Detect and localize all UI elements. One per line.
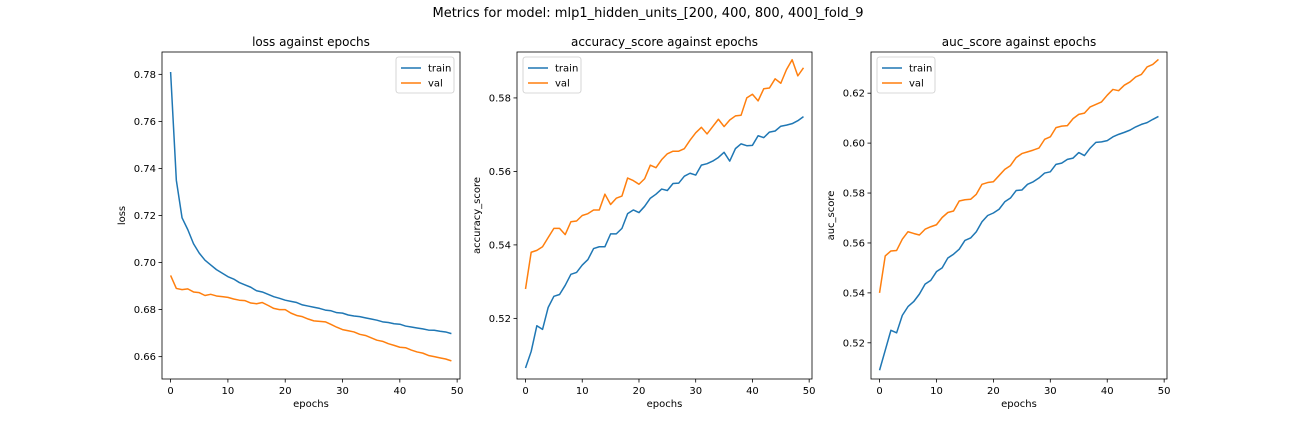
y-tick-label: 0.66 bbox=[134, 352, 156, 363]
x-tick-label: 20 bbox=[987, 386, 1000, 397]
x-tick-label: 40 bbox=[393, 386, 406, 397]
y-tick-label: 0.56 bbox=[843, 238, 865, 249]
figure-title: Metrics for model: mlp1_hidden_units_[20… bbox=[432, 6, 864, 21]
x-tick-label: 30 bbox=[1044, 386, 1057, 397]
y-tick-label: 0.52 bbox=[489, 314, 511, 325]
y-tick-label: 0.56 bbox=[489, 167, 511, 178]
series-line-train bbox=[169, 71, 452, 335]
legend-box bbox=[876, 56, 936, 94]
y-tick-label: 0.60 bbox=[843, 139, 865, 150]
chart-panel-1: 0 10 20 30 40 50 0.66 0.68 0.70 0.72 0.74 0.76 0.78 l… bbox=[117, 35, 464, 410]
series-line-val bbox=[169, 275, 452, 362]
chart-panel-2: 0 10 20 30 40 50 0.52 0.54 0.56 0.58 accuracy_scor… bbox=[472, 35, 816, 410]
legend-box bbox=[395, 56, 455, 94]
axes-frame bbox=[516, 51, 813, 380]
y-axis-label: accuracy_score bbox=[472, 177, 483, 254]
x-tick-label: 0 bbox=[522, 386, 528, 397]
series-line-val bbox=[524, 58, 805, 290]
chart-panel-3: 0 10 20 30 40 50 0.52 0.54 0.56 0.58 0.60 0.62 auc_s… bbox=[826, 35, 1171, 410]
x-tick-label: 10 bbox=[222, 386, 235, 397]
chart-title: loss against epochs bbox=[252, 35, 370, 49]
legend-label-train: train bbox=[428, 64, 451, 75]
legend-label-train: train bbox=[555, 64, 578, 75]
legend-box bbox=[522, 56, 582, 94]
y-tick-label: 0.74 bbox=[134, 164, 156, 175]
x-axis-label: epochs bbox=[647, 399, 683, 410]
y-tick-label: 0.72 bbox=[134, 211, 156, 222]
legend-label-val: val bbox=[555, 79, 570, 90]
x-tick-label: 50 bbox=[451, 386, 464, 397]
y-tick-label: 0.54 bbox=[843, 288, 865, 299]
legend-label-val: val bbox=[909, 79, 924, 90]
x-tick-label: 40 bbox=[1101, 386, 1114, 397]
chart-title: accuracy_score against epochs bbox=[571, 35, 758, 49]
y-tick-label: 0.58 bbox=[489, 93, 511, 104]
y-tick-label: 0.70 bbox=[134, 258, 156, 269]
x-tick-label: 20 bbox=[279, 386, 292, 397]
y-tick-label: 0.52 bbox=[843, 338, 865, 349]
x-tick-label: 30 bbox=[689, 386, 702, 397]
y-axis-label: auc_score bbox=[826, 191, 837, 241]
y-tick-label: 0.58 bbox=[843, 189, 865, 200]
x-tick-label: 10 bbox=[576, 386, 589, 397]
y-tick-label: 0.68 bbox=[134, 305, 156, 316]
chart-title: auc_score against epochs bbox=[942, 35, 1096, 49]
series-line-train bbox=[524, 116, 804, 369]
legend: train val bbox=[876, 56, 936, 94]
x-tick-label: 20 bbox=[633, 386, 646, 397]
x-tick-label: 0 bbox=[167, 386, 173, 397]
y-tick-label: 0.78 bbox=[134, 70, 156, 81]
y-tick-label: 0.54 bbox=[489, 240, 511, 251]
x-tick-label: 50 bbox=[1158, 386, 1171, 397]
series-line-val bbox=[878, 58, 1159, 293]
x-tick-label: 50 bbox=[803, 386, 816, 397]
y-axis-label: loss bbox=[117, 206, 128, 225]
legend: train val bbox=[395, 56, 455, 94]
axes-frame bbox=[161, 51, 461, 380]
x-tick-label: 30 bbox=[336, 386, 349, 397]
legend-label-val: val bbox=[428, 79, 443, 90]
legend: train val bbox=[522, 56, 582, 94]
x-tick-label: 0 bbox=[876, 386, 882, 397]
x-axis-label: epochs bbox=[1001, 399, 1037, 410]
axes-frame bbox=[870, 51, 1168, 380]
legend-label-train: train bbox=[909, 64, 932, 75]
x-tick-label: 10 bbox=[930, 386, 943, 397]
y-tick-label: 0.62 bbox=[843, 89, 865, 100]
series-line-train bbox=[878, 115, 1159, 371]
x-tick-label: 40 bbox=[746, 386, 759, 397]
x-axis-label: epochs bbox=[293, 399, 329, 410]
y-tick-label: 0.76 bbox=[134, 117, 156, 128]
